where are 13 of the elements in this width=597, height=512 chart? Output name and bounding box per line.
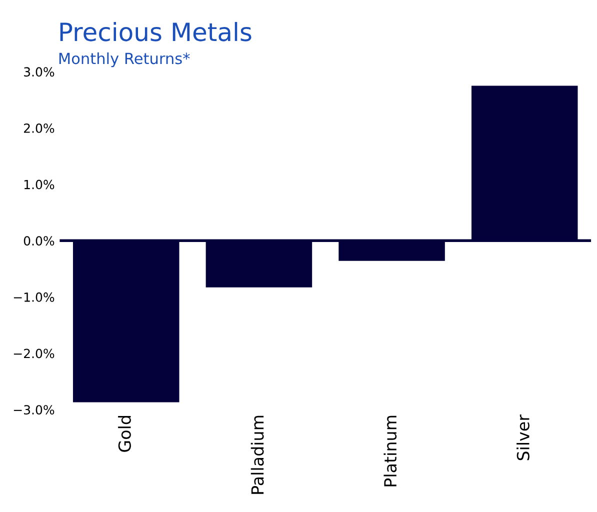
x-tick-label: Platinum bbox=[384, 416, 397, 486]
chart-subtitle: Monthly Returns* bbox=[59, 52, 190, 68]
x-tick-label: Gold bbox=[118, 416, 131, 452]
y-tick-label: −3.0% bbox=[14, 405, 54, 415]
x-tick-label: Silver bbox=[516, 414, 530, 460]
chart-title: Precious Metals bbox=[60, 22, 252, 42]
y-tick-label: −1.0% bbox=[14, 292, 54, 302]
y-tick-label: −2.0% bbox=[14, 348, 54, 358]
y-tick-label: 2.0% bbox=[24, 123, 54, 133]
x-tick-label: Palladium bbox=[250, 416, 264, 494]
y-tick-label: 0.0% bbox=[24, 236, 54, 246]
y-tick-label: 1.0% bbox=[24, 180, 54, 190]
y-tick-label: 3.0% bbox=[24, 67, 54, 77]
